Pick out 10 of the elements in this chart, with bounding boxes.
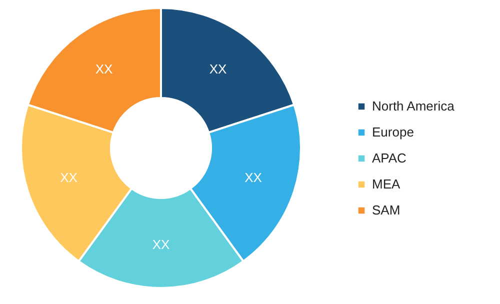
legend-label: Europe (372, 124, 414, 140)
data-label: XX (60, 170, 78, 185)
legend-label: MEA (372, 176, 400, 192)
data-label: XX (152, 237, 170, 252)
data-label: XX (95, 62, 113, 77)
data-label: XX (244, 170, 262, 185)
legend-label: APAC (372, 150, 406, 166)
legend-label: North America (372, 98, 456, 114)
legend-label: SAM (372, 202, 400, 218)
data-label: XX (209, 62, 228, 77)
